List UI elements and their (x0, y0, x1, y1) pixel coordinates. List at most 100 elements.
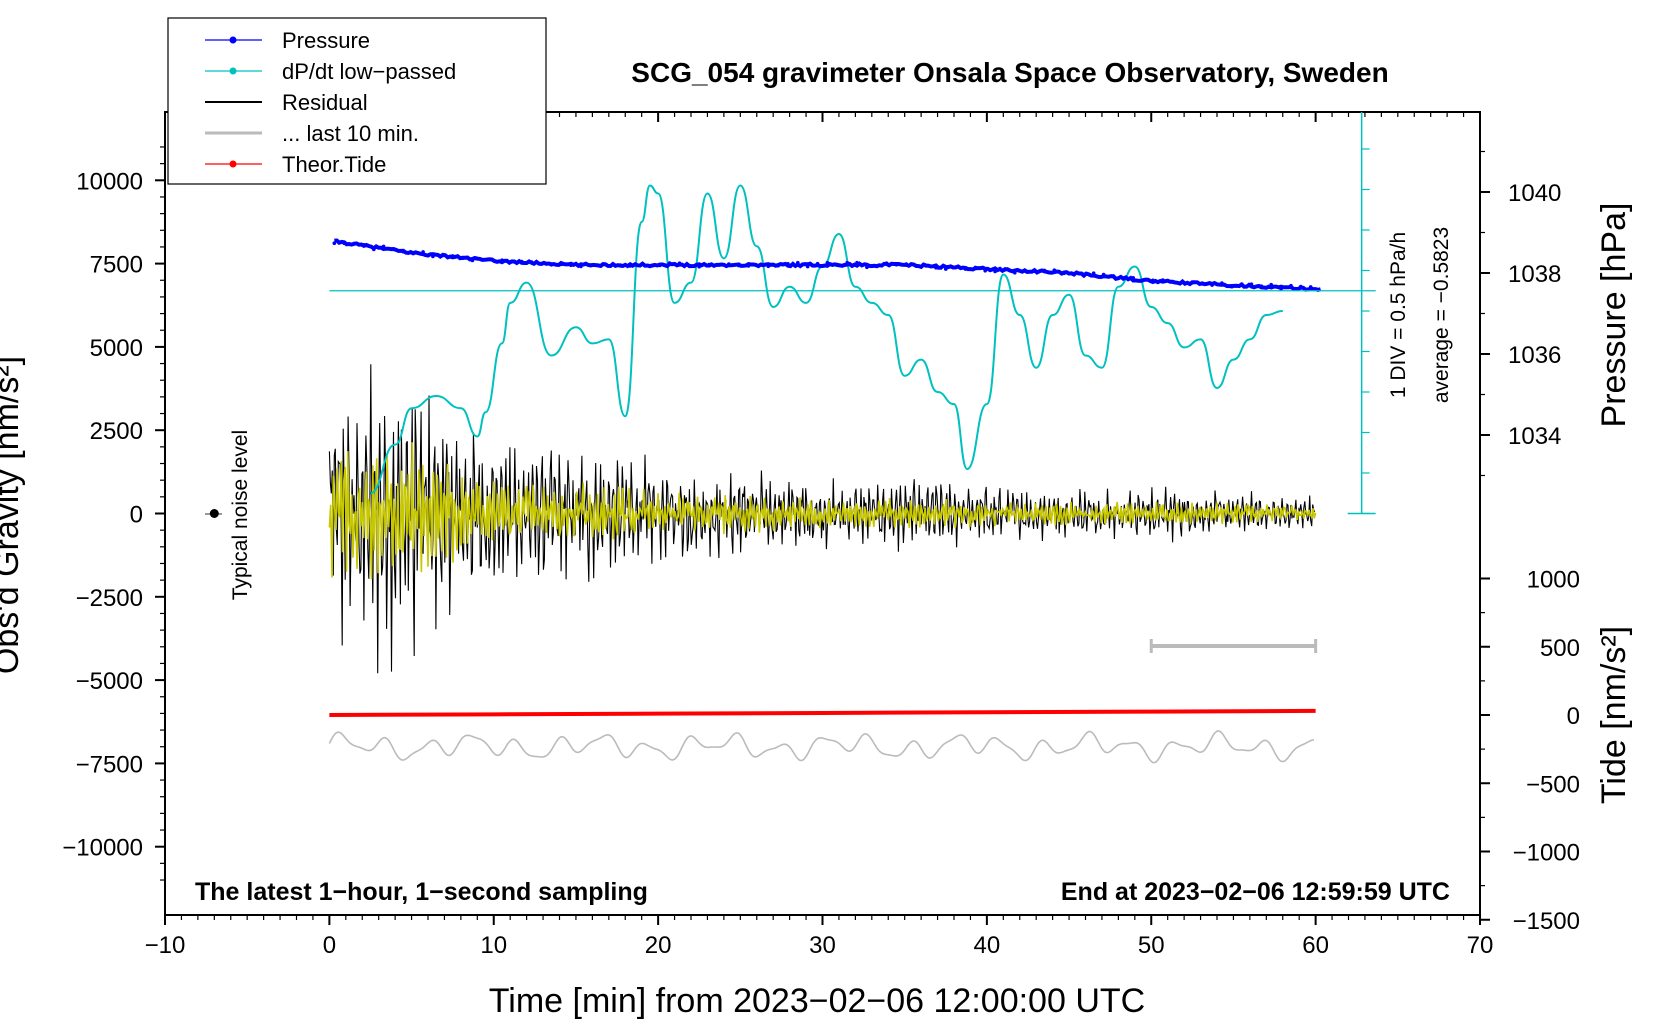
legend-tide-label: Theor.Tide (282, 152, 386, 177)
pressure-point (746, 264, 751, 268)
series-theor-tide (329, 708, 1316, 717)
legend-dpdt-label: dP/dt low−passed (282, 59, 456, 84)
y-tick-label: −2500 (76, 585, 143, 612)
pressure-point (1042, 268, 1047, 273)
pressure-point (401, 249, 406, 254)
pressure-point (766, 264, 771, 269)
y-axis-left-ticks: 10000 7500 5000 2500 0 −2500 −5000 −7500 −10000 (62, 168, 165, 862)
pressure-point (1131, 276, 1135, 280)
pressure-point (973, 265, 978, 270)
pressure-point (1161, 278, 1165, 282)
pressure-tick-label: 1034 (1508, 423, 1561, 450)
pressure-point (549, 263, 554, 267)
dpdt-scale-label: 1 DIV = 0.5 hPa/h (1387, 232, 1410, 398)
pressure-point (648, 264, 652, 269)
pressure-point (1003, 267, 1007, 271)
pressure-point (460, 256, 465, 261)
legend-pressure-label: Pressure (282, 28, 370, 53)
legend-residual-label: Residual (282, 90, 368, 115)
pressure-point (391, 247, 396, 251)
pressure-point (579, 264, 583, 269)
pressure-point (510, 259, 514, 264)
end-time-note: End at 2023−02−06 12:59:59 UTC (1061, 878, 1450, 906)
pressure-point (431, 254, 435, 259)
pressure-point (934, 265, 938, 270)
pressure-point (835, 262, 840, 267)
pressure-point (727, 262, 731, 266)
pressure-point (687, 263, 692, 268)
pressure-point (490, 257, 494, 262)
pressure-line (334, 238, 1322, 292)
pressure-point (1289, 283, 1293, 288)
pressure-point (1259, 284, 1264, 289)
pressure-point (569, 263, 573, 268)
series-residual (328, 364, 1316, 674)
pressure-tick-label: 1040 (1508, 180, 1561, 207)
legend: Pressure dP/dt low−passed Residual ... l… (167, 17, 547, 185)
pressure-point (944, 267, 948, 271)
pressure-point (500, 258, 504, 263)
pressure-point (539, 261, 544, 266)
x-tick-label: −10 (145, 932, 186, 959)
pressure-point (1239, 282, 1244, 287)
dpdt-scale-axis (329, 112, 1376, 515)
pressure-point (1022, 269, 1027, 273)
pressure-point (1052, 268, 1057, 273)
pressure-point (874, 264, 879, 269)
pressure-point (1141, 278, 1145, 283)
residual-filtered-line (328, 442, 1317, 580)
tide-tick-label: 1000 (1527, 567, 1580, 594)
last-10-min-line (328, 730, 1315, 764)
x-tick-label: 70 (1467, 932, 1494, 959)
pressure-point (697, 264, 701, 269)
pressure-point (667, 261, 672, 265)
pressure-point (707, 262, 711, 267)
pressure-axis-ticks: 1034 1036 1038 1040 (1480, 180, 1561, 450)
pressure-point (598, 264, 603, 268)
tide-tick-label: −1000 (1513, 840, 1580, 867)
pressure-point (529, 260, 534, 264)
pressure-point (845, 260, 849, 265)
pressure-point (717, 263, 721, 267)
pressure-point (1230, 284, 1234, 289)
y-tick-label: 2500 (90, 418, 143, 445)
pressure-point (658, 263, 662, 268)
pressure-point (1269, 282, 1273, 287)
legend-pressure-marker (229, 36, 237, 44)
tide-tick-label: 0 (1567, 703, 1580, 730)
pressure-point (332, 241, 337, 245)
tide-tick-label: −500 (1526, 771, 1580, 798)
dpdt-line (370, 184, 1283, 495)
sampling-note: The latest 1−hour, 1−second sampling (195, 878, 648, 906)
legend-tide-marker (229, 160, 237, 168)
pressure-point (352, 241, 356, 246)
pressure-point (1170, 280, 1175, 284)
x-tick-label: 0 (323, 932, 336, 959)
pressure-point (1013, 270, 1017, 275)
pressure-point (588, 263, 593, 267)
pressure-point (825, 260, 830, 265)
pressure-point (884, 261, 889, 266)
pressure-point (1279, 287, 1283, 291)
x-axis-ticks: −10 0 10 20 30 40 50 60 70 (145, 112, 1494, 959)
noise-level-label: Typical noise level (229, 430, 252, 600)
y-tick-label: 7500 (90, 252, 143, 279)
pressure-point (677, 261, 682, 266)
pressure-point (963, 267, 968, 271)
pressure-point (1062, 271, 1066, 276)
pressure-point (381, 244, 386, 249)
pressure-point (1111, 274, 1116, 278)
pressure-point (638, 263, 642, 268)
pressure-point (1210, 283, 1214, 287)
minor-ticks (160, 112, 1485, 920)
pressure-point (1082, 272, 1086, 277)
y-tick-label: 0 (130, 502, 143, 529)
pressure-point (342, 241, 347, 245)
x-tick-label: 50 (1138, 932, 1165, 959)
pressure-point (618, 263, 623, 267)
pressure-point (1151, 278, 1155, 283)
pressure-point (815, 261, 820, 266)
pressure-point (519, 259, 524, 264)
pressure-point (1072, 271, 1076, 276)
